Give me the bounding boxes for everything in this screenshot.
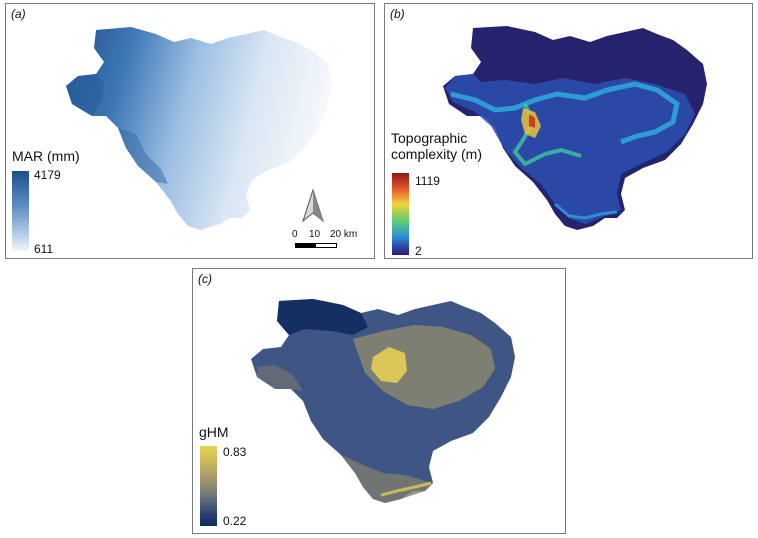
ghm-dark-north: [277, 299, 368, 335]
legend-title-topo-line2: complexity (m): [391, 146, 483, 162]
legend-colorbar-ghm: [200, 446, 217, 526]
scale-bar: [295, 243, 337, 248]
mar-dark-ridge: [118, 128, 168, 184]
panel-b-label: (b): [390, 7, 405, 21]
topographic-map: [443, 26, 707, 230]
legend-min-mar: 611: [34, 242, 54, 256]
legend-min-topo: 2: [415, 244, 422, 258]
ghm-west-mid: [257, 365, 303, 391]
scale-tick-10: 10: [309, 229, 321, 240]
topo-low-band: [445, 74, 695, 224]
panel-c-label: (c): [198, 272, 212, 286]
legend-max-mar: 4179: [34, 168, 61, 182]
legend-colorbar-topo: [392, 173, 409, 255]
topo-south-arm: [554, 202, 618, 220]
ghm-map: [251, 299, 515, 503]
panel-b-topographic-map: (b) Topographic complexity (m) 1119 2: [384, 3, 753, 259]
mar-wet-zone: [66, 74, 104, 116]
topo-peak-zone: [529, 114, 535, 128]
mar-map: [66, 27, 332, 230]
ghm-south-edge: [380, 481, 432, 497]
legend-max-ghm: 0.83: [223, 445, 247, 459]
legend-min-ghm: 0.22: [223, 514, 247, 528]
legend-title-mar: MAR (mm): [12, 148, 80, 164]
scale-tick-20: 20 km: [330, 229, 358, 240]
panel-c-ghm-map: (c) gHM 0.83 0.22: [192, 268, 566, 534]
topo-ridge-line: [450, 81, 680, 145]
north-arrow-icon: [302, 189, 324, 223]
legend-max-topo: 1119: [415, 174, 440, 188]
mar-region-shape: [66, 27, 332, 230]
legend-title-topo-line1: Topographic: [391, 130, 468, 146]
ghm-mid-zone: [353, 325, 495, 409]
ghm-high-zone: [371, 347, 407, 383]
panel-a-label: (a): [11, 7, 26, 21]
legend-colorbar-mar: [12, 171, 29, 251]
scale-tick-0: 0: [292, 229, 298, 240]
legend-title-ghm: gHM: [199, 424, 229, 440]
panel-a-mar-map: (a) MAR (mm) 4179 611 0 10 20 km: [5, 3, 375, 259]
ghm-south-zone: [341, 455, 433, 503]
